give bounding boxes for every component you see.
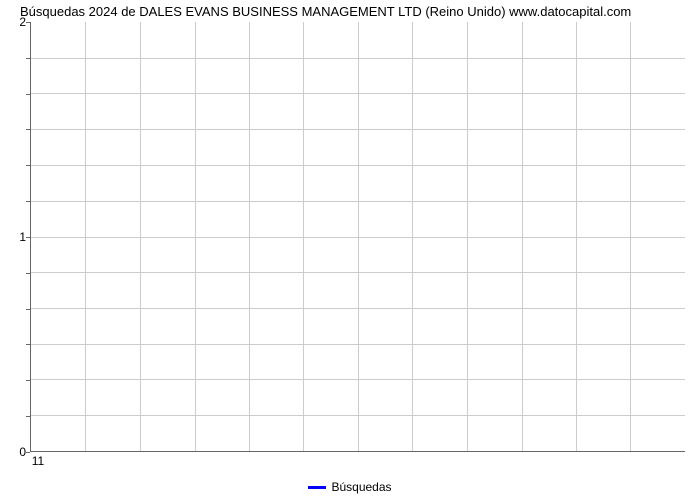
ytick-mark xyxy=(26,58,30,59)
ytick-label-0: 0 xyxy=(19,445,26,459)
gridline-h xyxy=(31,379,685,380)
gridline-h xyxy=(31,308,685,309)
gridline-h xyxy=(31,58,685,59)
gridline-h xyxy=(31,129,685,130)
ytick-mark xyxy=(26,22,30,23)
ytick-mark xyxy=(26,380,30,381)
ytick-mark xyxy=(26,416,30,417)
gridline-h xyxy=(31,93,685,94)
ytick-mark xyxy=(26,201,30,202)
xtick-label: 11 xyxy=(32,454,44,468)
gridline-h xyxy=(31,201,685,202)
legend-swatch xyxy=(308,486,326,489)
gridline-h xyxy=(31,237,685,238)
ytick-mark xyxy=(26,94,30,95)
legend-label: Búsquedas xyxy=(331,480,391,494)
plot-area xyxy=(30,22,685,452)
ytick-mark xyxy=(26,129,30,130)
gridline-h xyxy=(31,165,685,166)
ytick-mark xyxy=(26,165,30,166)
ytick-mark xyxy=(26,273,30,274)
ytick-label-1: 1 xyxy=(19,230,26,244)
gridline-h xyxy=(31,415,685,416)
ytick-mark xyxy=(26,452,30,453)
ytick-mark xyxy=(26,344,30,345)
chart-title: Búsquedas 2024 de DALES EVANS BUSINESS M… xyxy=(20,4,631,19)
gridline-h xyxy=(31,272,685,273)
ytick-mark xyxy=(26,309,30,310)
ytick-mark xyxy=(26,237,30,238)
gridline-h xyxy=(31,344,685,345)
legend: Búsquedas xyxy=(0,479,700,494)
ytick-label-2: 2 xyxy=(19,15,26,29)
